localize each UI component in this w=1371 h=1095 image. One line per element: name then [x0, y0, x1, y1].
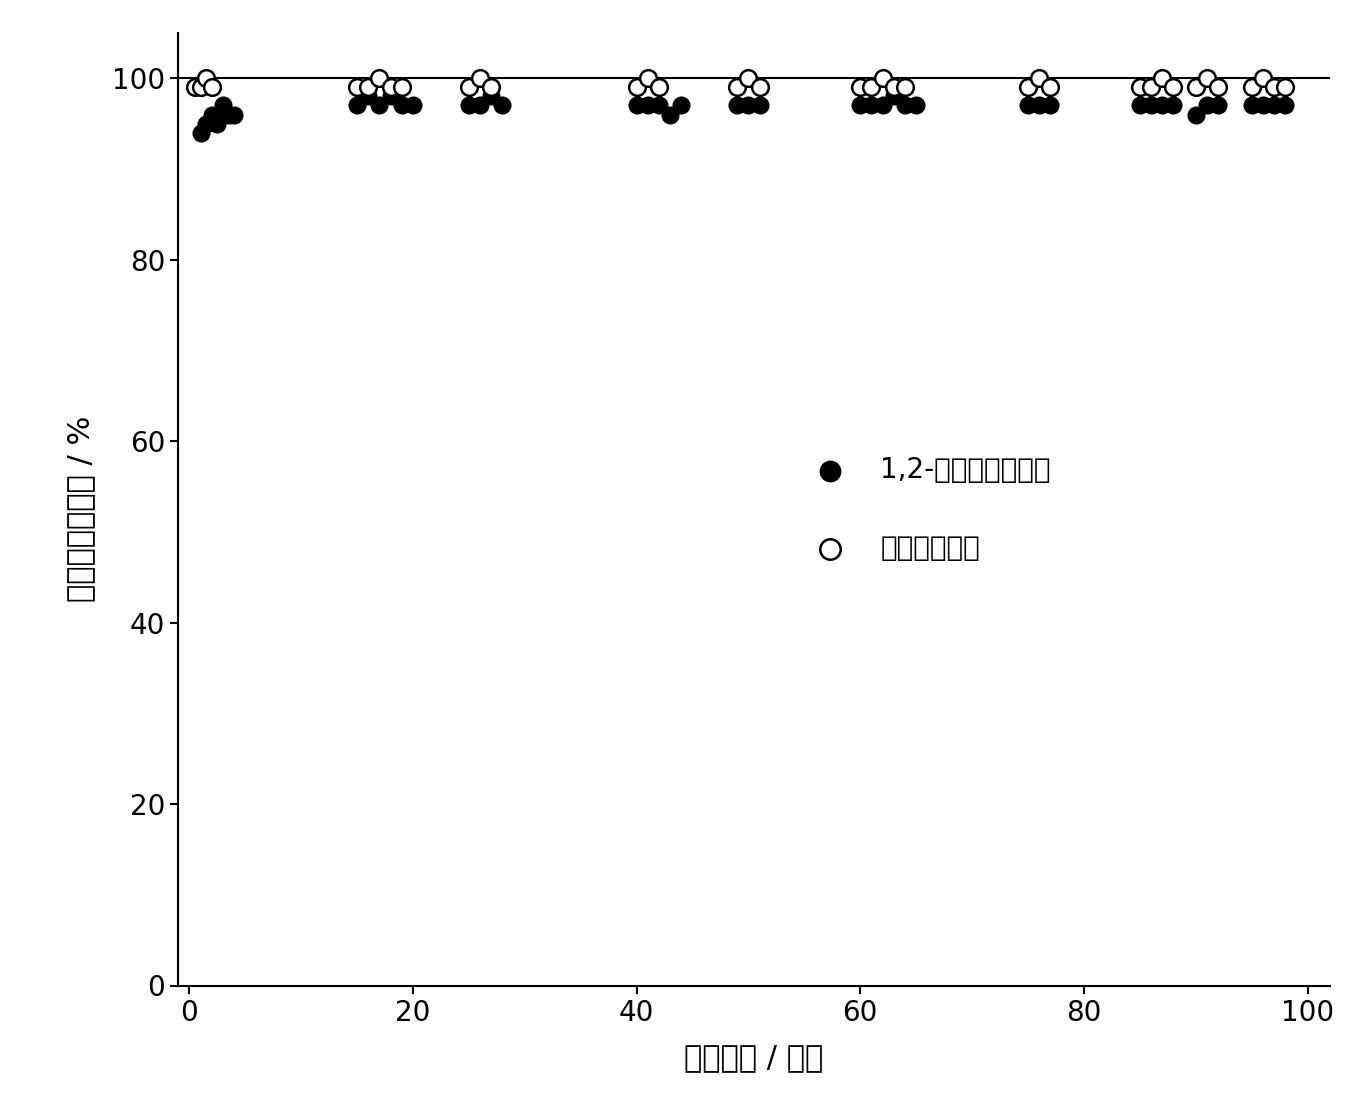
氯乙烯选择性 — [184, 79, 206, 96]
氯乙烯选择性 — [648, 79, 670, 96]
1,2-二氯乙烷转化率 — [1263, 96, 1285, 114]
氯乙烯选择性 — [1263, 79, 1285, 96]
氯乙烯选择性 — [1252, 69, 1274, 87]
1,2-二氯乙烷转化率 — [1185, 106, 1206, 124]
1,2-二氯乙烷转化率 — [1128, 96, 1150, 114]
1,2-二氯乙烷转化率 — [480, 88, 502, 105]
氯乙烯选择性 — [1274, 79, 1296, 96]
Legend: 1,2-二氯乙烷转化率, 氯乙烯选择性: 1,2-二氯乙烷转化率, 氯乙烯选择性 — [802, 457, 1052, 562]
氯乙烯选择性 — [894, 79, 916, 96]
1,2-二氯乙烷转化率 — [458, 96, 480, 114]
1,2-二氯乙烷转化率 — [1152, 96, 1174, 114]
氯乙烯选择性 — [872, 69, 894, 87]
氯乙烯选择性 — [749, 79, 771, 96]
1,2-二氯乙烷转化率 — [223, 106, 245, 124]
氯乙烯选择性 — [738, 69, 760, 87]
1,2-二氯乙烷转化率 — [195, 115, 217, 132]
氯乙烯选择性 — [1206, 79, 1228, 96]
1,2-二氯乙烷转化率 — [648, 96, 670, 114]
氯乙烯选择性 — [1141, 79, 1163, 96]
氯乙烯选择性 — [1196, 69, 1217, 87]
1,2-二氯乙烷转化率 — [1274, 96, 1296, 114]
氯乙烯选择性 — [1152, 69, 1174, 87]
1,2-二氯乙烷转化率 — [872, 96, 894, 114]
X-axis label: 反应时间 / 小时: 反应时间 / 小时 — [684, 1044, 824, 1072]
氯乙烯选择性 — [189, 79, 211, 96]
1,2-二氯乙烷转化率 — [345, 96, 367, 114]
1,2-二氯乙烷转化率 — [738, 96, 760, 114]
1,2-二氯乙烷转化率 — [391, 96, 413, 114]
氯乙烯选择性 — [638, 69, 659, 87]
氯乙烯选择性 — [861, 79, 883, 96]
氯乙烯选择性 — [1039, 79, 1061, 96]
1,2-二氯乙烷转化率 — [1039, 96, 1061, 114]
氯乙烯选择性 — [625, 79, 647, 96]
1,2-二氯乙烷转化率 — [207, 115, 229, 132]
氯乙烯选择性 — [727, 79, 749, 96]
1,2-二氯乙烷转化率 — [1017, 96, 1039, 114]
1,2-二氯乙烷转化率 — [849, 96, 871, 114]
1,2-二氯乙烷转化率 — [402, 96, 424, 114]
1,2-二氯乙烷转化率 — [218, 106, 240, 124]
1,2-二氯乙烷转化率 — [749, 96, 771, 114]
1,2-二氯乙烷转化率 — [1241, 96, 1263, 114]
1,2-二氯乙烷转化率 — [213, 96, 234, 114]
1,2-二氯乙烷转化率 — [659, 106, 681, 124]
氯乙烯选择性 — [195, 69, 217, 87]
氯乙烯选择性 — [1028, 69, 1050, 87]
1,2-二氯乙烷转化率 — [1252, 96, 1274, 114]
氯乙烯选择性 — [345, 79, 367, 96]
1,2-二氯乙烷转化率 — [670, 96, 692, 114]
氯乙烯选择性 — [1017, 79, 1039, 96]
氯乙烯选择性 — [380, 79, 402, 96]
1,2-二氯乙烷转化率 — [727, 96, 749, 114]
1,2-二氯乙烷转化率 — [638, 96, 659, 114]
1,2-二氯乙烷转化率 — [1141, 96, 1163, 114]
1,2-二氯乙烷转化率 — [469, 96, 491, 114]
1,2-二氯乙烷转化率 — [1028, 96, 1050, 114]
1,2-二氯乙烷转化率 — [1196, 96, 1217, 114]
1,2-二氯乙烷转化率 — [358, 88, 380, 105]
氯乙烯选择性 — [369, 69, 391, 87]
氯乙烯选择性 — [469, 69, 491, 87]
Y-axis label: 转化率与选择性 / %: 转化率与选择性 / % — [66, 416, 95, 602]
氯乙烯选择性 — [1185, 79, 1206, 96]
1,2-二氯乙烷转化率 — [883, 88, 905, 105]
1,2-二氯乙烷转化率 — [905, 96, 927, 114]
氯乙烯选择性 — [1128, 79, 1150, 96]
1,2-二氯乙烷转化率 — [625, 96, 647, 114]
1,2-二氯乙烷转化率 — [369, 96, 391, 114]
1,2-二氯乙烷转化率 — [189, 124, 211, 141]
氯乙烯选择性 — [480, 79, 502, 96]
氯乙烯选择性 — [1163, 79, 1185, 96]
氯乙烯选择性 — [200, 79, 222, 96]
1,2-二氯乙烷转化率 — [1163, 96, 1185, 114]
氯乙烯选择性 — [1241, 79, 1263, 96]
1,2-二氯乙烷转化率 — [1206, 96, 1228, 114]
氯乙烯选择性 — [391, 79, 413, 96]
氯乙烯选择性 — [849, 79, 871, 96]
1,2-二氯乙烷转化率 — [492, 96, 514, 114]
氯乙烯选择性 — [358, 79, 380, 96]
1,2-二氯乙烷转化率 — [861, 96, 883, 114]
氯乙烯选择性 — [458, 79, 480, 96]
1,2-二氯乙烷转化率 — [200, 106, 222, 124]
1,2-二氯乙烷转化率 — [894, 96, 916, 114]
1,2-二氯乙烷转化率 — [380, 88, 402, 105]
氯乙烯选择性 — [883, 79, 905, 96]
